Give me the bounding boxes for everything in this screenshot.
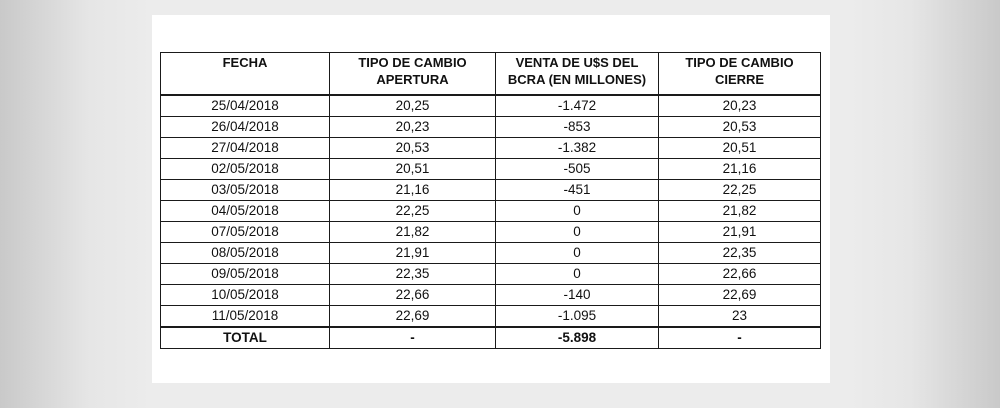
cell-cierre: 20,51: [658, 137, 821, 159]
table-row: 07/05/2018 21,82 0 21,91: [160, 221, 821, 243]
cell-venta: 0: [495, 200, 659, 222]
cell-apertura: 20,53: [329, 137, 496, 159]
cell-apertura: 22,35: [329, 263, 496, 285]
cell-cierre: 21,16: [658, 158, 821, 180]
cell-venta: 0: [495, 242, 659, 264]
cell-cierre: 22,69: [658, 284, 821, 306]
total-venta: -5.898: [495, 326, 659, 349]
cell-cierre: 23: [658, 305, 821, 328]
cell-venta: -451: [495, 179, 659, 201]
table-row: 03/05/2018 21,16 -451 22,25: [160, 179, 821, 201]
header-tipo-cambio-cierre: TIPO DE CAMBIO CIERRE: [658, 52, 821, 96]
table-row: 08/05/2018 21,91 0 22,35: [160, 242, 821, 264]
exchange-rate-table: FECHA TIPO DE CAMBIO APERTURA VENTA DE U…: [160, 52, 821, 349]
cell-apertura: 21,82: [329, 221, 496, 243]
cell-venta: 0: [495, 221, 659, 243]
table-row: 25/04/2018 20,25 -1.472 20,23: [160, 94, 821, 117]
table-row: 11/05/2018 22,69 -1.095 23: [160, 305, 821, 328]
cell-cierre: 20,23: [658, 94, 821, 117]
cell-venta: -140: [495, 284, 659, 306]
cell-fecha: 09/05/2018: [160, 263, 330, 285]
table-row: 10/05/2018 22,66 -140 22,69: [160, 284, 821, 306]
total-apertura: -: [329, 326, 496, 349]
header-fecha: FECHA: [160, 52, 330, 96]
cell-apertura: 20,51: [329, 158, 496, 180]
cell-cierre: 21,82: [658, 200, 821, 222]
cell-apertura: 20,23: [329, 116, 496, 138]
cell-venta: -1.472: [495, 94, 659, 117]
table-row: 26/04/2018 20,23 -853 20,53: [160, 116, 821, 138]
cell-apertura: 22,69: [329, 305, 496, 328]
cell-cierre: 20,53: [658, 116, 821, 138]
cell-venta: -853: [495, 116, 659, 138]
cell-fecha: 27/04/2018: [160, 137, 330, 159]
cell-fecha: 11/05/2018: [160, 305, 330, 328]
header-row: FECHA TIPO DE CAMBIO APERTURA VENTA DE U…: [160, 52, 821, 96]
cell-fecha: 03/05/2018: [160, 179, 330, 201]
total-row: TOTAL - -5.898 -: [160, 326, 821, 349]
cell-fecha: 26/04/2018: [160, 116, 330, 138]
cell-venta: 0: [495, 263, 659, 285]
document-sheet: FECHA TIPO DE CAMBIO APERTURA VENTA DE U…: [152, 15, 830, 383]
total-cierre: -: [658, 326, 821, 349]
cell-apertura: 22,66: [329, 284, 496, 306]
cell-cierre: 22,66: [658, 263, 821, 285]
cell-cierre: 21,91: [658, 221, 821, 243]
cell-cierre: 22,25: [658, 179, 821, 201]
cell-fecha: 25/04/2018: [160, 94, 330, 117]
cell-venta: -505: [495, 158, 659, 180]
cell-venta: -1.095: [495, 305, 659, 328]
cell-apertura: 21,16: [329, 179, 496, 201]
cell-apertura: 22,25: [329, 200, 496, 222]
table-row: 04/05/2018 22,25 0 21,82: [160, 200, 821, 222]
cell-apertura: 20,25: [329, 94, 496, 117]
cell-fecha: 07/05/2018: [160, 221, 330, 243]
cell-venta: -1.382: [495, 137, 659, 159]
cell-apertura: 21,91: [329, 242, 496, 264]
header-tipo-cambio-apertura: TIPO DE CAMBIO APERTURA: [329, 52, 496, 96]
header-venta-bcra: VENTA DE U$S DEL BCRA (EN MILLONES): [495, 52, 659, 96]
total-label: TOTAL: [160, 326, 330, 349]
cell-fecha: 10/05/2018: [160, 284, 330, 306]
table-row: 02/05/2018 20,51 -505 21,16: [160, 158, 821, 180]
table-row: 09/05/2018 22,35 0 22,66: [160, 263, 821, 285]
cell-cierre: 22,35: [658, 242, 821, 264]
cell-fecha: 04/05/2018: [160, 200, 330, 222]
cell-fecha: 08/05/2018: [160, 242, 330, 264]
cell-fecha: 02/05/2018: [160, 158, 330, 180]
table-row: 27/04/2018 20,53 -1.382 20,51: [160, 137, 821, 159]
